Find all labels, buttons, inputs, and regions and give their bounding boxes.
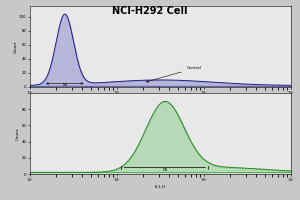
Text: M1: M1 (62, 83, 68, 87)
Y-axis label: Count: Count (14, 40, 18, 53)
Text: M1: M1 (162, 168, 167, 172)
X-axis label: FL1-H: FL1-H (155, 98, 166, 102)
Y-axis label: Count: Count (16, 127, 20, 140)
Text: Control: Control (146, 66, 202, 82)
X-axis label: FL1-H: FL1-H (155, 185, 166, 189)
Text: NCI-H292 Cell: NCI-H292 Cell (112, 6, 188, 16)
